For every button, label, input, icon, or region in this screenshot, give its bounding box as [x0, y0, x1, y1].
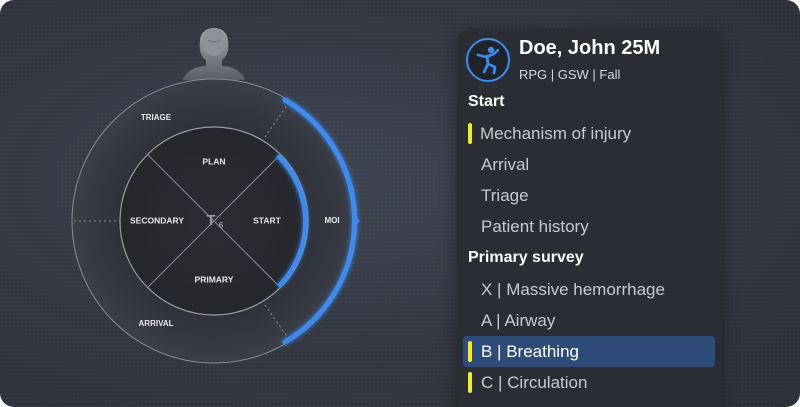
list-item[interactable]: X | Massive hemorrhage	[463, 274, 715, 305]
segment-label-secondary[interactable]: SECONDARY	[130, 215, 184, 225]
segment-label-arrival[interactable]: ARRIVAL	[139, 319, 174, 328]
outer-divider	[264, 103, 289, 138]
logo-letter: T	[206, 212, 215, 229]
checklist-panel: Doe, John 25M RPG | GSW | Fall Start Mec…	[457, 29, 722, 407]
list-item-label: B | Breathing	[481, 342, 579, 361]
list-item-label: A | Airway	[481, 311, 556, 330]
procedure-dial: TRIAGE MOI ARRIVAL PLAN START PRIMARY SE…	[71, 28, 360, 364]
list-item-label: Patient history	[481, 217, 589, 236]
section-title-primary-survey: Primary survey	[468, 249, 584, 266]
section-title-start: Start	[468, 93, 505, 110]
list-item[interactable]: Mechanism of injury	[463, 118, 715, 149]
list-item[interactable]: C | Circulation	[463, 367, 715, 398]
list-item[interactable]: Triage	[463, 180, 715, 211]
patient-name: Doe, John 25M	[519, 37, 661, 59]
segment-label-triage[interactable]: TRIAGE	[141, 113, 172, 122]
list-item-label: Triage	[481, 186, 529, 205]
outer-divider	[264, 304, 289, 339]
person-falling-icon	[476, 46, 500, 75]
status-marker	[468, 341, 472, 362]
inner-progress-arc	[276, 154, 308, 288]
list-item-active[interactable]: B | Breathing	[463, 336, 715, 367]
patient-model[interactable]	[183, 28, 245, 80]
list-item-label: Mechanism of injury	[480, 124, 632, 143]
list-item[interactable]: Arrival	[463, 149, 715, 180]
status-marker	[468, 123, 472, 144]
list-item[interactable]: A | Airway	[463, 305, 715, 336]
logo-subscript: 6	[219, 221, 224, 230]
list-item[interactable]: Patient history	[463, 211, 715, 242]
segment-label-plan[interactable]: PLAN	[202, 156, 225, 166]
list-item-label: X | Massive hemorrhage	[481, 280, 665, 299]
status-marker	[468, 372, 472, 393]
segment-label-start[interactable]: START	[253, 215, 282, 225]
list-item-label: Arrival	[481, 155, 530, 174]
center-logo: T 6	[206, 212, 223, 230]
outer-progress-arrow	[354, 214, 360, 228]
patient-avatar[interactable]	[466, 38, 510, 82]
segment-label-moi[interactable]: MOI	[324, 216, 339, 225]
segment-label-primary[interactable]: PRIMARY	[195, 274, 234, 284]
patient-meta: RPG | GSW | Fall	[519, 67, 621, 82]
inner-divider	[147, 154, 281, 288]
list-item-label: C | Circulation	[481, 373, 588, 392]
